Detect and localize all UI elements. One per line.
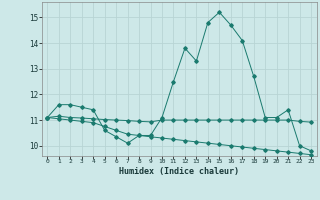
X-axis label: Humidex (Indice chaleur): Humidex (Indice chaleur) [119,167,239,176]
